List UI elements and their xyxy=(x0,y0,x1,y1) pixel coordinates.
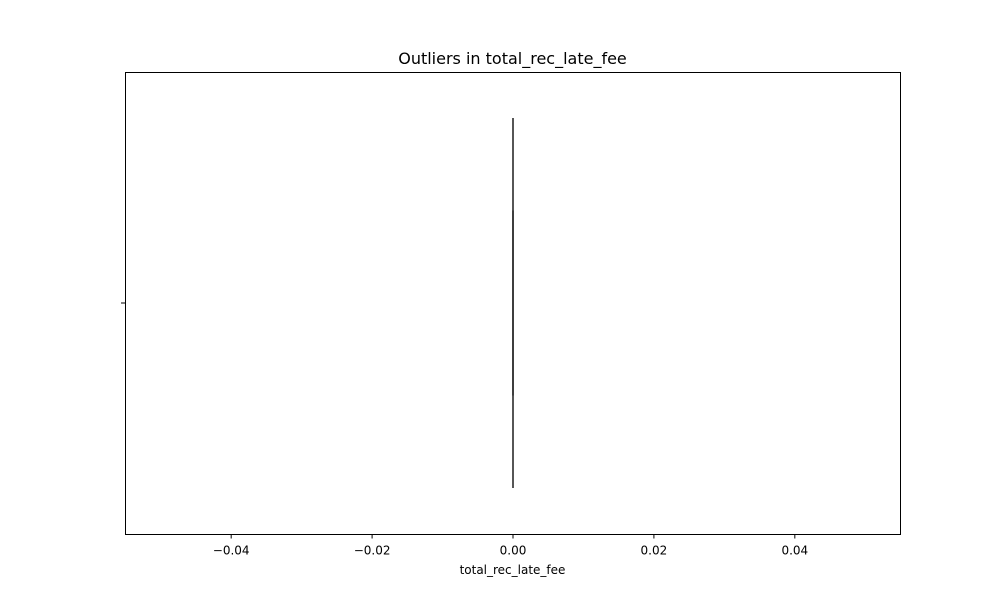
x-tick-label: 0.04 xyxy=(781,544,808,558)
x-tick-label: −0.04 xyxy=(213,544,250,558)
x-axis-ticks: −0.04 −0.02 0.00 0.02 0.04 xyxy=(213,534,808,558)
plot-area xyxy=(512,118,514,488)
x-tick-label: 0.02 xyxy=(641,544,668,558)
x-tick-label: −0.02 xyxy=(354,544,391,558)
x-axis-title: total_rec_late_fee xyxy=(460,563,566,577)
axes-frame xyxy=(125,72,901,535)
x-tick-label: 0.00 xyxy=(500,544,527,558)
chart-title: Outliers in total_rec_late_fee xyxy=(398,49,627,69)
